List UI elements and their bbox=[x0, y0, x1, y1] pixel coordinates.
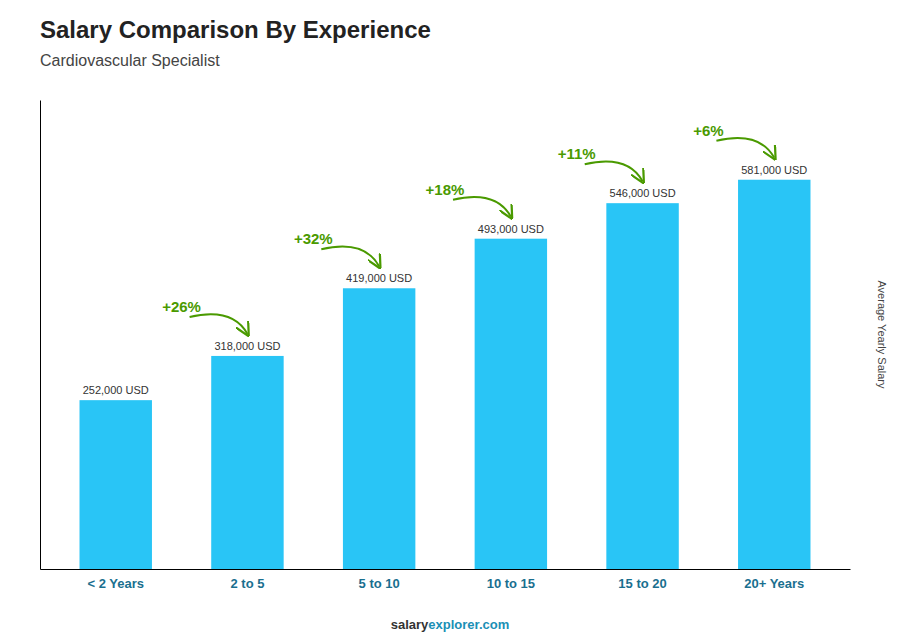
x-tick: 10 to 15 bbox=[487, 576, 535, 591]
x-tick-label: < 2 Years bbox=[87, 576, 144, 591]
x-tick-label: 2 to 5 bbox=[230, 576, 264, 591]
data-label: 493,000 USD bbox=[478, 223, 544, 235]
change-label: +32% bbox=[294, 230, 333, 247]
change-arrow bbox=[190, 314, 248, 334]
x-tick: 15 to 20 bbox=[618, 576, 666, 591]
data-label: 252,000 USD bbox=[83, 384, 149, 396]
change-annotations: +26% +32% +18% +11% +6% bbox=[162, 122, 774, 334]
change-arrow bbox=[585, 161, 643, 181]
y-axis bbox=[40, 101, 41, 570]
bar bbox=[606, 203, 678, 569]
bar bbox=[80, 400, 152, 569]
bars bbox=[80, 180, 811, 569]
change-arrow bbox=[453, 197, 511, 217]
data-labels: 252,000 USD 318,000 USD 419,000 USD 493,000… bbox=[83, 164, 808, 396]
x-tick: 5 to 10 bbox=[359, 576, 400, 591]
data-label: 581,000 USD bbox=[741, 164, 807, 176]
plot: < 2 Years 2 to 5 5 to 10 10 to 15 15 to 20 20… bbox=[41, 101, 851, 592]
x-axis-line bbox=[41, 569, 851, 570]
x-tick-label: 10 to 15 bbox=[487, 576, 535, 591]
change-label: +26% bbox=[162, 298, 201, 315]
bar bbox=[343, 288, 415, 569]
bar bbox=[211, 356, 283, 569]
x-tick-label: 5 to 10 bbox=[359, 576, 400, 591]
footer-part: salary bbox=[391, 617, 429, 632]
x-tick-label: 15 to 20 bbox=[618, 576, 666, 591]
x-tick-label: 20+ Years bbox=[744, 576, 804, 591]
bar bbox=[475, 239, 547, 569]
data-label: 419,000 USD bbox=[346, 272, 412, 284]
change-label: +11% bbox=[558, 145, 596, 162]
title: Salary Comparison By Experience bbox=[40, 16, 431, 43]
data-label: 546,000 USD bbox=[610, 187, 676, 199]
change-label: +18% bbox=[426, 181, 465, 198]
subtitle: Cardiovascular Specialist bbox=[40, 52, 220, 69]
y-axis-line bbox=[40, 101, 41, 570]
x-tick: 20+ Years bbox=[744, 576, 804, 591]
data-label: 318,000 USD bbox=[214, 340, 280, 352]
x-tick: < 2 Years bbox=[87, 576, 144, 591]
x-tick: 2 to 5 bbox=[230, 576, 264, 591]
bar bbox=[738, 180, 810, 569]
x-axis: < 2 Years 2 to 5 5 to 10 10 to 15 15 to 20 20… bbox=[41, 570, 851, 592]
change-arrow bbox=[716, 138, 774, 158]
chart: Salary Comparison By Experience Cardiovas… bbox=[0, 0, 900, 641]
change-arrow bbox=[321, 247, 379, 267]
change-label: +6% bbox=[693, 122, 723, 139]
footer-part: explorer.com bbox=[428, 617, 509, 632]
y-axis-title: Average Yearly Salary bbox=[876, 280, 888, 389]
footer: salaryexplorer.com bbox=[391, 617, 510, 632]
